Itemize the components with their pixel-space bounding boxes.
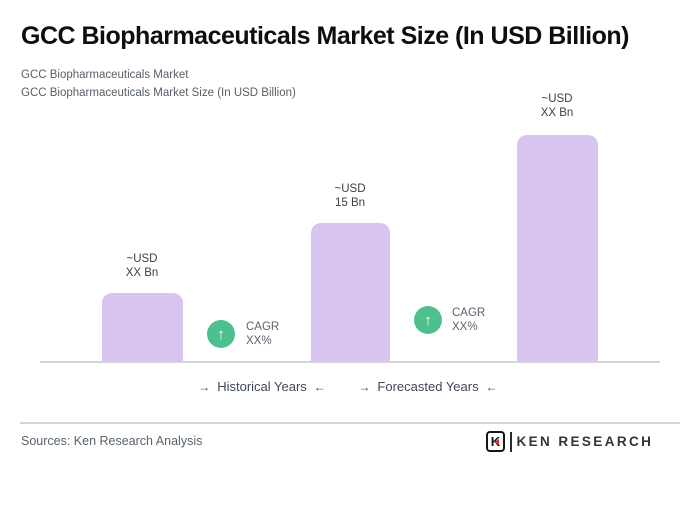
- bar-value-label: ~USD XX Bn: [541, 92, 574, 120]
- arrow-right-icon: →: [198, 380, 211, 394]
- ken-research-logo: K KEN RESEARCH: [486, 431, 653, 452]
- bar-value-label: ~USD 15 Bn: [335, 182, 366, 210]
- cagr1-value: XX%: [246, 335, 272, 347]
- bar2-label-line1: ~USD: [334, 183, 366, 195]
- logo-separator: [510, 431, 512, 452]
- bar-value-label: ~USD XX Bn: [126, 252, 159, 280]
- bar-base-year: [311, 223, 390, 361]
- ken-research-wordmark: KEN RESEARCH: [516, 434, 654, 449]
- axis-group-forecasted-years: → Forecasted Years ←: [358, 379, 497, 395]
- arrow-right-icon: →: [358, 380, 371, 394]
- arrow-up-icon: ↑: [217, 325, 225, 343]
- arrow-left-icon: ←: [485, 380, 498, 394]
- cagr1-label: CAGR: [246, 321, 280, 333]
- cagr-text-1: CAGR XX%: [246, 320, 279, 348]
- axis-group-historical-years: → Historical Years ←: [198, 379, 326, 395]
- logo-red-arrow-icon: [494, 438, 499, 445]
- bar-historical-start: [102, 293, 183, 361]
- cagr-badge-1: ↑: [207, 320, 235, 348]
- bar1-label-line2: XX Bn: [125, 267, 159, 279]
- ken-research-logo-mark-icon: K: [486, 431, 505, 452]
- sources-text: Sources: Ken Research Analysis: [21, 434, 203, 448]
- cagr-badge-2: ↑: [414, 306, 442, 334]
- cagr-text-2: CAGR XX%: [452, 306, 485, 334]
- bar2-label-line2: 15 Bn: [334, 197, 366, 209]
- bar-forecast-end: [517, 135, 598, 361]
- footer-divider: [20, 422, 680, 424]
- arrow-up-icon: ↑: [424, 311, 432, 329]
- chart-subtitle-size: GCC Biopharmaceuticals Market Size (In U…: [21, 87, 296, 99]
- bar1-label-line1: ~USD: [126, 253, 158, 265]
- historical-years-label: Historical Years: [217, 379, 307, 394]
- bar3-label-line2: XX Bn: [540, 107, 574, 119]
- cagr2-value: XX%: [452, 321, 478, 333]
- forecasted-years-label: Forecasted Years: [377, 379, 479, 394]
- page-title: GCC Biopharmaceuticals Market Size (In U…: [21, 22, 629, 50]
- bar3-label-line1: ~USD: [541, 93, 573, 105]
- x-axis-baseline: [40, 361, 660, 363]
- chart-subtitle-market: GCC Biopharmaceuticals Market: [21, 69, 189, 81]
- arrow-left-icon: ←: [313, 380, 326, 394]
- cagr2-label: CAGR: [452, 307, 486, 319]
